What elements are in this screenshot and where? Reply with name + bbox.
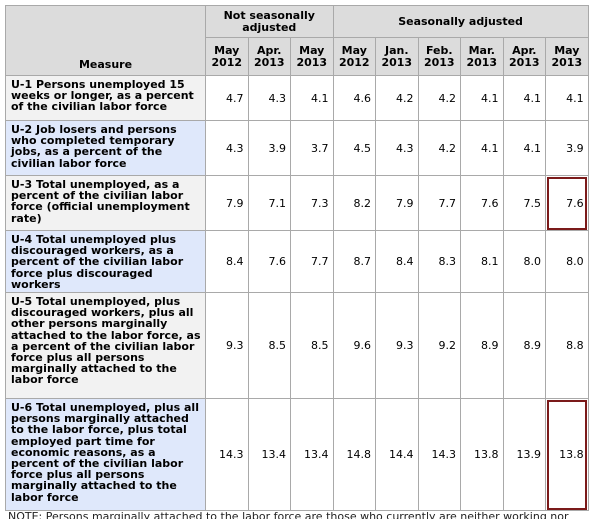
value-cell: 8.4 xyxy=(375,230,419,293)
value-cell: 9.3 xyxy=(375,292,419,399)
measure-cell: U-6 Total unemployed, plus all persons m… xyxy=(5,398,206,511)
value-cell: 8.7 xyxy=(332,230,377,293)
column-header: Jan. 2013 xyxy=(375,37,419,76)
value-cell: 7.1 xyxy=(247,175,291,231)
group-header: Not seasonally adjusted xyxy=(205,5,334,38)
month: Feb. xyxy=(425,43,453,57)
value-cell: 8.2 xyxy=(332,175,377,231)
value-cell: 8.5 xyxy=(247,292,291,399)
value-cell: 13.8 xyxy=(460,398,504,511)
column-header: May 2013 xyxy=(545,37,589,76)
column-header: Apr. 2013 xyxy=(247,37,291,76)
value-cell: 7.6 xyxy=(545,175,589,231)
table-row: U-4 Total unemployed plus discouraged wo… xyxy=(5,230,589,293)
value-cell: 7.9 xyxy=(375,175,419,231)
value-cell: 7.3 xyxy=(290,175,334,231)
data-table: Measure Not seasonally adjusted Seasonal… xyxy=(5,5,589,511)
value-cell: 8.9 xyxy=(460,292,504,399)
value-cell: 8.4 xyxy=(205,230,249,293)
value-cell: 14.3 xyxy=(205,398,249,511)
value-cell: 4.1 xyxy=(460,75,504,121)
table-row: U-5 Total unemployed, plus discouraged w… xyxy=(5,292,589,399)
value-cell: 3.9 xyxy=(545,120,589,176)
value-cell: 4.2 xyxy=(375,75,419,121)
value-cell: 8.3 xyxy=(417,230,462,293)
measure-cell: U-1 Persons unemployed 15 weeks or longe… xyxy=(5,75,206,121)
value-cell: 4.2 xyxy=(417,75,462,121)
value-cell: 9.2 xyxy=(417,292,462,399)
table-row: U-2 Job losers and persons who completed… xyxy=(5,120,589,176)
measure-cell: U-5 Total unemployed, plus discouraged w… xyxy=(5,292,206,399)
column-header: Apr. 2013 xyxy=(502,37,547,76)
year: 2013 xyxy=(253,55,285,69)
value-cell: 13.8 xyxy=(545,398,589,511)
measure-cell: U-4 Total unemployed plus discouraged wo… xyxy=(5,230,206,293)
value-cell: 4.1 xyxy=(545,75,589,121)
value-cell: 8.1 xyxy=(460,230,504,293)
table-row: U-3 Total unemployed, as a percent of th… xyxy=(5,175,589,231)
value-cell: 7.6 xyxy=(247,230,291,293)
value-cell: 3.7 xyxy=(290,120,334,176)
value-cell: 8.0 xyxy=(502,230,547,293)
measure-header: Measure xyxy=(5,5,206,76)
value-cell: 14.8 xyxy=(332,398,377,511)
value-cell: 4.1 xyxy=(502,120,547,176)
measure-cell: U-3 Total unemployed, as a percent of th… xyxy=(5,175,206,231)
value-cell: 4.1 xyxy=(460,120,504,176)
value-cell: 9.3 xyxy=(205,292,249,399)
footnote: NOTE: Persons marginally attached to the… xyxy=(8,510,569,519)
column-header: May 2012 xyxy=(205,37,249,76)
year: 2013 xyxy=(381,55,413,69)
month: Apr. xyxy=(257,43,282,57)
value-cell: 8.5 xyxy=(290,292,334,399)
year: 2013 xyxy=(508,55,540,69)
value-cell: 4.3 xyxy=(375,120,419,176)
value-cell: 4.3 xyxy=(247,75,291,121)
value-cell: 4.1 xyxy=(290,75,334,121)
value-cell: 14.4 xyxy=(375,398,419,511)
column-header: Feb. 2013 xyxy=(417,37,462,76)
value-cell: 7.5 xyxy=(502,175,547,231)
month: May xyxy=(554,43,580,57)
year: 2013 xyxy=(296,55,328,69)
value-cell: 4.3 xyxy=(205,120,249,176)
table-row: U-6 Total unemployed, plus all persons m… xyxy=(5,398,589,511)
value-cell: 7.7 xyxy=(290,230,334,293)
value-cell: 7.9 xyxy=(205,175,249,231)
value-cell: 8.0 xyxy=(545,230,589,293)
year: 2013 xyxy=(466,55,498,69)
month: May xyxy=(299,43,325,57)
value-cell: 9.6 xyxy=(332,292,377,399)
value-cell: 7.7 xyxy=(417,175,462,231)
value-cell: 4.7 xyxy=(205,75,249,121)
value-cell: 14.3 xyxy=(417,398,462,511)
value-cell: 8.8 xyxy=(545,292,589,399)
value-cell: 4.2 xyxy=(417,120,462,176)
value-cell: 8.9 xyxy=(502,292,547,399)
measure-cell: U-2 Job losers and persons who completed… xyxy=(5,120,206,176)
column-header: Mar. 2013 xyxy=(460,37,504,76)
month: Apr. xyxy=(512,43,537,57)
value-cell: 13.9 xyxy=(502,398,547,511)
value-cell: 3.9 xyxy=(247,120,291,176)
month: Jan. xyxy=(385,43,409,57)
value-cell: 4.6 xyxy=(332,75,377,121)
table-row: U-1 Persons unemployed 15 weeks or longe… xyxy=(5,75,589,121)
value-cell: 13.4 xyxy=(247,398,291,511)
year: 2013 xyxy=(423,55,455,69)
value-cell: 4.1 xyxy=(502,75,547,121)
value-cell: 13.4 xyxy=(290,398,334,511)
month: Mar. xyxy=(468,43,495,57)
value-cell: 4.5 xyxy=(332,120,377,176)
column-header: May 2013 xyxy=(290,37,334,76)
group-header: Seasonally adjusted xyxy=(332,5,589,38)
column-header: May 2012 xyxy=(332,37,377,76)
month: May xyxy=(214,43,240,57)
month: May xyxy=(341,43,367,57)
value-cell: 7.6 xyxy=(460,175,504,231)
year: 2013 xyxy=(551,55,583,69)
year: 2012 xyxy=(211,55,243,69)
year: 2012 xyxy=(338,55,370,69)
